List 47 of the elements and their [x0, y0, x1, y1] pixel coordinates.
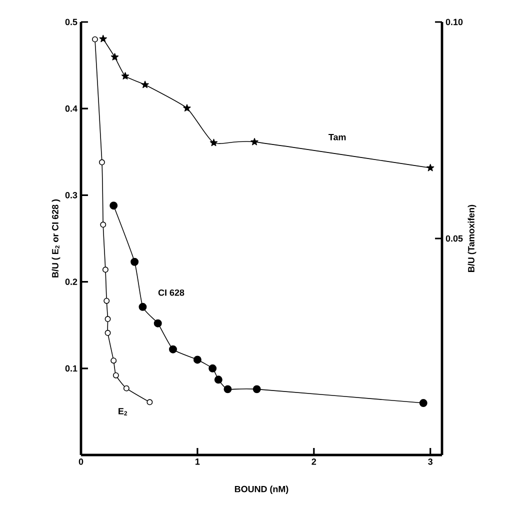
point — [102, 266, 108, 273]
point — [419, 399, 428, 408]
point — [100, 222, 106, 228]
x-tick-label: 0 — [78, 458, 84, 465]
y-tick-label: 0.1 — [65, 365, 78, 372]
point — [224, 385, 232, 394]
y2-tick-label: 0.05 — [446, 235, 463, 242]
point — [138, 302, 147, 311]
point — [112, 372, 119, 378]
point — [214, 376, 222, 384]
point — [92, 36, 98, 42]
point — [104, 330, 111, 336]
x-tick-label: 1 — [196, 458, 200, 465]
point — [104, 316, 111, 322]
point — [121, 72, 130, 80]
point — [123, 385, 130, 392]
y-axis-title: B/U ( E$_{2}$ or CI 628 ) — [52, 199, 60, 278]
point — [193, 356, 202, 364]
y2-axis-title: B/U (Tamoxifen) — [468, 204, 476, 272]
y-tick-label: 0.3 — [65, 192, 78, 198]
point — [183, 104, 191, 112]
y-tick-label: 0.5 — [65, 18, 78, 26]
point — [252, 385, 261, 394]
series-label: CI 628 — [158, 289, 184, 296]
x-tick-label: 2 — [312, 458, 316, 465]
point — [169, 345, 177, 354]
point — [154, 319, 162, 328]
point — [98, 159, 105, 166]
point — [104, 298, 110, 304]
x-axis-title: BOUND (nM) — [234, 486, 288, 494]
point — [426, 164, 434, 172]
x-tick-label: 3 — [428, 458, 433, 465]
y2-tick-label: 0.10 — [446, 18, 463, 26]
y-tick-label: 0.2 — [65, 278, 78, 285]
point — [130, 258, 139, 266]
point — [208, 364, 217, 372]
point — [210, 138, 218, 146]
point — [146, 399, 153, 406]
point — [250, 138, 258, 146]
series-label: Tam — [328, 134, 346, 140]
point — [110, 358, 117, 364]
point — [99, 34, 107, 42]
point — [141, 80, 149, 88]
series-label: E$_{2}$ — [118, 408, 128, 416]
point — [110, 202, 118, 210]
y-tick-label: 0.4 — [65, 105, 78, 112]
point — [110, 53, 119, 60]
